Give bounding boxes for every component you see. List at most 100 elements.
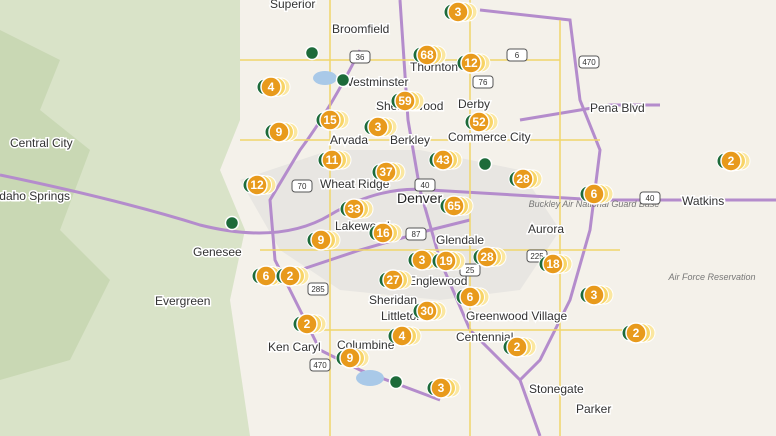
cluster-count: 59 — [398, 94, 412, 108]
highway-shield — [291, 179, 313, 193]
terrain — [0, 30, 110, 380]
cluster-count: 52 — [472, 115, 486, 129]
cluster-count: 15 — [323, 113, 337, 127]
place-labels: SuperiorBroomfieldWestminsterThorntonShe… — [0, 0, 726, 418]
cluster-circle — [382, 269, 404, 291]
place-label: Denver — [397, 190, 442, 206]
highway-shield — [459, 263, 481, 277]
cluster-circle — [375, 161, 397, 183]
cluster-count: 11 — [326, 153, 339, 167]
cluster-circle — [625, 322, 647, 344]
cluster-circle — [583, 284, 605, 306]
cluster-circle — [296, 313, 318, 335]
highway-shield — [472, 75, 494, 89]
highway-number: 6 — [515, 51, 520, 60]
place-label: Genesee — [193, 245, 242, 259]
roads — [240, 0, 640, 436]
place-label: Evergreen — [155, 294, 210, 308]
highway-number: 70 — [298, 182, 307, 191]
place-label: Broomfield — [332, 22, 389, 36]
cluster-circle — [372, 222, 394, 244]
lake — [313, 71, 337, 85]
place-label: Central City — [10, 136, 73, 150]
cluster-count: 33 — [347, 202, 361, 216]
place-label: Glendale — [436, 233, 484, 247]
highway-number: 470 — [582, 58, 596, 67]
highway-number: 40 — [421, 181, 430, 190]
place-label: Commerce City — [448, 130, 531, 144]
cluster-circle — [435, 250, 457, 272]
place-label: Greenwood Village — [466, 309, 568, 323]
cluster-circle — [343, 198, 365, 220]
cluster-count: 3 — [591, 288, 598, 302]
place-label: Superior — [270, 0, 315, 11]
cluster-count: 3 — [438, 381, 445, 395]
highway-shield — [639, 191, 661, 205]
single-marker — [477, 156, 493, 172]
cluster-circle — [506, 336, 528, 358]
cluster-circle — [432, 149, 454, 171]
cluster-count: 2 — [633, 326, 640, 340]
single-marker — [304, 45, 320, 61]
cluster-count: 9 — [318, 233, 325, 247]
highway-shield — [309, 358, 331, 372]
highway-shield — [506, 48, 528, 62]
cluster-count: 19 — [439, 254, 453, 268]
place-label: Idaho Springs — [0, 189, 70, 203]
place-label: Aurora — [528, 222, 564, 236]
place-label: Parker — [576, 402, 611, 416]
cluster-circle — [310, 229, 332, 251]
place-label: Ken Caryl — [268, 340, 321, 354]
cluster-circle — [394, 90, 416, 112]
cluster-circle — [339, 347, 361, 369]
cluster-count: 4 — [399, 329, 406, 343]
cluster-circle — [319, 109, 341, 131]
cluster-count: 37 — [379, 165, 393, 179]
highway-number: 76 — [479, 78, 488, 87]
cluster-circle — [279, 265, 301, 287]
cluster-count: 6 — [263, 269, 270, 283]
cluster-count: 28 — [480, 250, 494, 264]
cluster-count: 30 — [420, 304, 434, 318]
single-marker — [335, 72, 351, 88]
highway-number: 25 — [466, 266, 475, 275]
highway-number: 40 — [646, 194, 655, 203]
cluster-count: 4 — [268, 80, 275, 94]
place-label: Watkins — [682, 194, 724, 208]
single-marker — [224, 215, 240, 231]
cluster-count: 6 — [591, 187, 598, 201]
cluster-circle — [268, 121, 290, 143]
cluster-count: 27 — [386, 273, 400, 287]
place-label: Stonegate — [529, 382, 584, 396]
place-label: Westminster — [342, 75, 408, 89]
highway-shield — [578, 55, 600, 69]
cluster-count: 3 — [455, 5, 462, 19]
cluster-circle — [391, 325, 413, 347]
lake — [356, 370, 384, 386]
place-label: Englewood — [408, 274, 467, 288]
cluster-circle — [460, 52, 482, 74]
cluster-count: 2 — [287, 269, 294, 283]
cluster-circle — [542, 253, 564, 275]
cluster-circle — [246, 174, 268, 196]
highway-shield — [307, 282, 329, 296]
cluster-count: 3 — [419, 253, 426, 267]
highway-shield — [405, 227, 427, 241]
cluster-count: 18 — [546, 257, 560, 271]
single-marker — [388, 374, 404, 390]
cluster-count: 3 — [375, 120, 382, 134]
area-label: Air Force Reservation — [667, 272, 755, 282]
cluster-circle — [321, 149, 343, 171]
cluster-circle — [260, 76, 282, 98]
cluster-circle — [447, 1, 469, 23]
cluster-count: 68 — [420, 48, 434, 62]
highway-number: 87 — [412, 230, 421, 239]
cluster-circle — [468, 111, 490, 133]
cluster-count: 2 — [514, 340, 521, 354]
highway-shield — [414, 178, 436, 192]
place-label: Wheat Ridge — [320, 177, 390, 191]
place-label: Arvada — [330, 133, 368, 147]
cluster-circle — [459, 286, 481, 308]
